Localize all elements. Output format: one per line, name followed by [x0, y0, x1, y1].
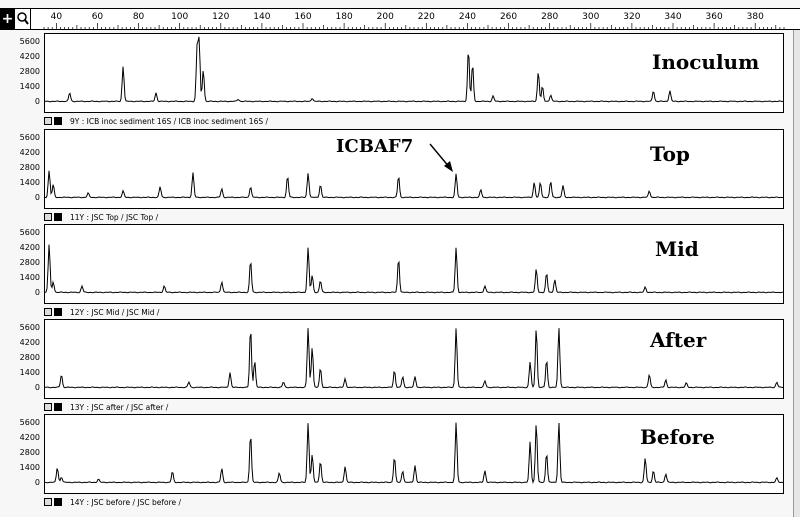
panel-label-after: After: [650, 328, 707, 352]
trace-plot-after: [45, 328, 783, 389]
ruler-tick-label: 240: [458, 12, 477, 22]
y-tick-label: 5600: [19, 228, 40, 238]
ruler-tick-label: 100: [171, 12, 189, 22]
ruler-tick-label: 160: [294, 12, 312, 22]
ruler-tick-label: 140: [253, 12, 271, 22]
y-tick-label: 0: [34, 97, 40, 106]
ruler-tick-label: 380: [746, 12, 764, 22]
ruler-tick-label: 280: [541, 12, 559, 22]
y-tick-label: 0: [34, 288, 40, 297]
trace-caption: 9Y : ICB inoc sediment 16S / ICB inoc se…: [70, 116, 269, 126]
trace-toggle-checkbox[interactable]: [44, 498, 52, 506]
trace-caption-bar: 12Y : JSC Mid / JSC Mid /: [44, 306, 159, 318]
y-tick-label: 1400: [19, 273, 40, 283]
y-tick-label: 2800: [19, 163, 40, 173]
ruler-tick-label: 220: [417, 12, 435, 22]
y-tick-label: 1400: [19, 463, 40, 473]
trace-color-swatch[interactable]: [54, 213, 62, 221]
ruler-tick-label: 40: [50, 12, 63, 22]
trace-caption: 12Y : JSC Mid / JSC Mid /: [70, 307, 160, 317]
trace-caption-bar: 9Y : ICB inoc sediment 16S / ICB inoc se…: [44, 115, 268, 127]
trace-panel-before[interactable]: Before: [44, 414, 784, 494]
ruler-ticks: [43, 23, 785, 30]
y-tick-label: 5600: [19, 37, 40, 47]
trace-panel-mid[interactable]: Mid: [44, 224, 784, 304]
ruler-tick-label: 200: [376, 12, 394, 22]
panel-label-top: Top: [650, 142, 690, 166]
trace-line: [45, 170, 783, 199]
trace-color-swatch[interactable]: [54, 117, 62, 125]
ruler-tick-label: 80: [132, 12, 145, 22]
trace-panel-after[interactable]: After: [44, 319, 784, 399]
y-tick-label: 2800: [19, 448, 40, 458]
ruler-tick-label: 260: [499, 12, 518, 22]
y-tick-label: 5600: [19, 418, 40, 428]
trace-color-swatch[interactable]: [54, 498, 62, 506]
magnifier-icon: [17, 12, 29, 25]
y-tick-label: 2800: [19, 258, 40, 268]
trace-toggle-checkbox[interactable]: [44, 117, 52, 125]
y-tick-label: 4200: [19, 148, 40, 158]
trace-caption: 11Y : JSC Top / JSC Top /: [70, 212, 159, 222]
y-tick-label: 4200: [19, 243, 40, 253]
ruler-tick-label: 340: [664, 12, 682, 22]
trace-caption-bar: 11Y : JSC Top / JSC Top /: [44, 211, 158, 223]
trace-color-swatch[interactable]: [54, 403, 62, 411]
trace-toggle-checkbox[interactable]: [44, 213, 52, 221]
trace-caption-bar: 13Y : JSC after / JSC after /: [44, 401, 168, 413]
trace-line: [45, 422, 783, 484]
ruler-tick-label: 360: [705, 12, 723, 22]
crosshair-icon: +: [1, 11, 14, 27]
y-tick-label: 4200: [19, 433, 40, 443]
panel-label-before: Before: [640, 425, 715, 449]
trace-plot-inoculum: [45, 36, 783, 103]
ruler-tick-label: 60: [91, 12, 104, 22]
y-tick-label: 2800: [19, 353, 40, 363]
trace-panel-top[interactable]: Top: [44, 129, 784, 209]
y-tick-label: 5600: [19, 133, 40, 143]
trace-toggle-checkbox[interactable]: [44, 403, 52, 411]
trace-toggle-checkbox[interactable]: [44, 308, 52, 316]
trace-line: [45, 36, 783, 103]
base-position-ruler[interactable]: + 40 60 80 100 120 140 160 180 200 220 240 260 280 30…: [0, 8, 800, 30]
y-tick-label: 4200: [19, 52, 40, 62]
trace-plot-top: [45, 170, 783, 199]
y-tick-label: 5600: [19, 323, 40, 333]
trace-line: [45, 328, 783, 389]
trace-caption: 14Y : JSC before / JSC before /: [70, 497, 182, 507]
zoom-tool-button[interactable]: [15, 9, 31, 29]
y-tick-label: 0: [34, 193, 40, 202]
y-tick-label: 1400: [19, 178, 40, 188]
ruler-tick-label: 300: [582, 12, 600, 22]
panel-label-inoculum: Inoculum: [652, 50, 760, 74]
y-tick-label: 4200: [19, 338, 40, 348]
peak-annotation-label: ICBAF7: [336, 136, 414, 157]
trace-caption-bar: 14Y : JSC before / JSC before /: [44, 496, 181, 508]
y-tick-label: 1400: [19, 82, 40, 92]
y-tick-label: 1400: [19, 368, 40, 378]
ruler-tick-label: 120: [212, 12, 230, 22]
trace-caption: 13Y : JSC after / JSC after /: [70, 402, 169, 412]
panel-label-mid: Mid: [655, 237, 699, 261]
y-tick-label: 0: [34, 478, 40, 487]
y-tick-label: 0: [34, 383, 40, 392]
crosshair-tool-button[interactable]: +: [0, 9, 15, 29]
trace-line: [45, 244, 783, 294]
ruler-tick-label: 320: [623, 12, 641, 22]
trace-plot-mid: [45, 244, 783, 294]
trace-panel-inoculum[interactable]: Inoculum: [44, 33, 784, 113]
window-scrollbar[interactable]: [793, 30, 800, 517]
y-tick-label: 2800: [19, 67, 40, 77]
trace-color-swatch[interactable]: [54, 308, 62, 316]
trace-plot-before: [45, 422, 783, 484]
ruler-tick-label: 180: [335, 12, 353, 22]
